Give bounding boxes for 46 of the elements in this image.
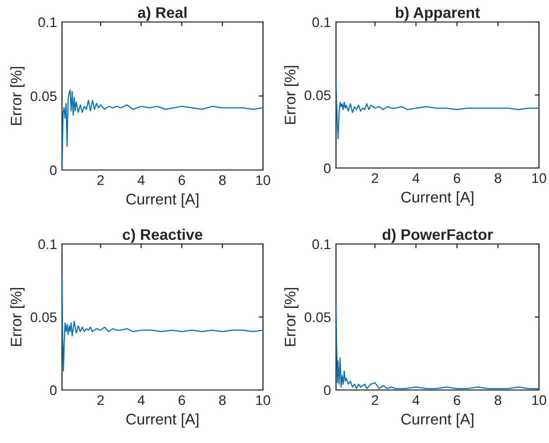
y-tick-label: 0.05 xyxy=(304,312,331,322)
x-tick-label: 2 xyxy=(97,395,104,405)
chart-title: c) Reactive xyxy=(122,228,202,244)
chart-title: b) Apparent xyxy=(396,6,480,22)
x-tick-label: 10 xyxy=(532,173,546,184)
x-tick-label: 4 xyxy=(138,175,145,185)
x-tick-label: 10 xyxy=(256,395,270,406)
y-tick-label: 0 xyxy=(50,385,57,396)
x-tick-label: 4 xyxy=(138,395,145,405)
x-tick-label: 6 xyxy=(178,395,186,406)
y-tick-label: 0.1 xyxy=(38,17,56,28)
x-tick-label: 8 xyxy=(219,175,226,186)
x-tick-label: 8 xyxy=(494,173,502,184)
y-axis-title: Error [%] xyxy=(284,288,299,346)
x-tick-label: 8 xyxy=(219,395,226,406)
x-tick-label: 10 xyxy=(532,395,546,406)
y-tick-label: 0.05 xyxy=(30,312,57,322)
x-tick-label: 6 xyxy=(454,173,460,184)
y-axis-title: Error [%] xyxy=(284,66,299,124)
y-tick-label: 0 xyxy=(324,163,331,174)
y-axis-title: Error [%] xyxy=(10,288,25,346)
x-tick-label: 2 xyxy=(97,175,104,185)
x-tick-label: 6 xyxy=(178,175,186,186)
x-axis-title: Current [A] xyxy=(126,413,198,428)
line-series xyxy=(62,276,263,372)
x-axis-title: Current [A] xyxy=(401,413,474,428)
x-axis-title: Current [A] xyxy=(126,193,198,208)
y-tick-label: 0.1 xyxy=(312,239,330,250)
x-tick-label: 2 xyxy=(372,173,378,183)
y-axis-title: Error [%] xyxy=(10,66,25,125)
y-tick-label: 0 xyxy=(324,385,331,396)
y-tick-label: 0.05 xyxy=(304,90,331,100)
x-tick-label: 4 xyxy=(412,395,420,405)
x-axis-title: Current [A] xyxy=(401,191,474,206)
chart-title: a) Real xyxy=(138,6,186,22)
chart-title: d) PowerFactor xyxy=(382,228,493,244)
x-tick-label: 8 xyxy=(494,395,502,406)
line-series xyxy=(336,82,539,140)
x-tick-label: 10 xyxy=(256,175,270,186)
y-tick-label: 0.1 xyxy=(312,17,330,28)
y-tick-label: 0 xyxy=(50,165,57,176)
x-tick-label: 2 xyxy=(372,395,378,405)
x-tick-label: 6 xyxy=(454,395,460,406)
x-tick-label: 4 xyxy=(412,173,420,183)
y-tick-label: 0.05 xyxy=(30,91,57,102)
y-tick-label: 0.1 xyxy=(38,239,56,250)
